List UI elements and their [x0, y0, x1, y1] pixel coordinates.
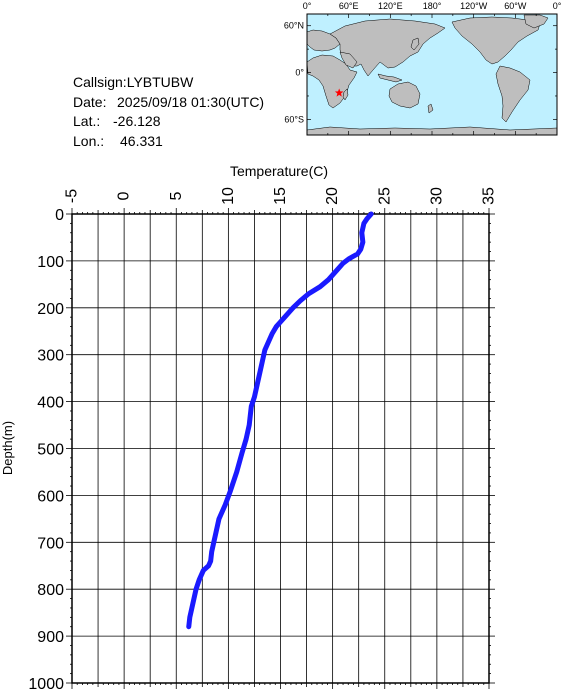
x-tick-label: 15 [272, 187, 289, 205]
x-tick-label: 10 [220, 187, 237, 205]
map-marker [334, 88, 344, 97]
map-lon-label: 120°W [460, 1, 488, 11]
y-tick-label: 400 [37, 395, 64, 412]
y-tick-label: 700 [37, 535, 64, 552]
x-tick-label: 0 [116, 191, 133, 200]
map-lon-label: 0° [303, 1, 312, 11]
map-lon-label: 60°W [504, 1, 527, 11]
map-lon-label: 0° [553, 1, 562, 11]
lat-label: Lat.: [73, 113, 100, 129]
y-tick-label: 900 [37, 629, 64, 646]
land-north-america [451, 16, 541, 65]
y-tick-label: 100 [37, 254, 64, 271]
y-tick-label: 500 [37, 442, 64, 459]
y-tick-label: 600 [37, 488, 64, 505]
x-tick-label: 25 [376, 187, 393, 205]
map-lon-label: 120°E [378, 1, 403, 11]
station-info: Callsign:LYBTUBW Date: 2025/09/18 01:30(… [73, 74, 264, 149]
x-tick-label: 20 [324, 187, 341, 205]
callsign-value: LYBTUBW [127, 74, 194, 90]
map-lat-label: 0° [295, 68, 304, 78]
lat-value: -26.128 [113, 113, 161, 129]
x-tick-label: 35 [481, 187, 498, 205]
date-label: Date: [73, 94, 106, 110]
callsign-text: Callsign:LYBTUBW [73, 74, 194, 90]
land-australia [388, 81, 421, 109]
y-tick-label: 300 [37, 348, 64, 365]
x-tick-labels: -5 0 5 10 15 20 25 30 35 [64, 187, 498, 205]
temperature-profile-line [186, 211, 374, 630]
star-icon [334, 88, 344, 97]
y-tick-label: 200 [37, 301, 64, 318]
y-tick-label: 800 [37, 582, 64, 599]
grid [72, 214, 489, 683]
land-south-america [495, 65, 531, 123]
land-arabia [339, 51, 358, 69]
plot-frame [71, 213, 490, 684]
map-left-labels: 60°N 0° 60°S [284, 21, 305, 125]
y-tick-labels: 0 100 200 300 400 500 600 700 800 900 1000 [28, 207, 64, 690]
series-layer [186, 211, 374, 630]
callsign-label: Callsign: [73, 74, 127, 90]
y-axis-title: Depth(m) [0, 421, 15, 475]
world-map: 0° 60°E 120°E 180° 120°W 60°W 0° 60°N 0° 60°S [284, 1, 562, 136]
x-tick-label: 5 [168, 191, 185, 200]
map-top-labels: 0° 60°E 120°E 180° 120°W 60°W 0° [303, 1, 562, 11]
land-japan [410, 37, 420, 51]
land-indonesia [377, 73, 403, 83]
lon-value: 46.331 [120, 133, 163, 149]
x-tick-label: -5 [64, 189, 81, 203]
y-tick-label: 1000 [28, 676, 64, 690]
map-lon-label: 60°E [339, 1, 359, 11]
y-tick-label: 0 [55, 207, 64, 224]
land-greenland [523, 14, 549, 29]
land-madagascar [342, 88, 349, 101]
x-axis-title: Temperature(C) [230, 163, 328, 179]
date-value: 2025/09/18 01:30(UTC) [117, 94, 264, 110]
land-new-zealand [427, 103, 434, 114]
map-lon-label: 180° [423, 1, 442, 11]
x-tick-label: 30 [428, 187, 445, 205]
map-lat-label: 60°S [284, 114, 304, 124]
profile-chart: -5 0 5 10 15 20 25 30 35 01002003004005006007008… [0, 163, 498, 690]
map-lat-label: 60°N [284, 21, 304, 31]
lon-label: Lon.: [73, 133, 104, 149]
map-ticks [306, 14, 558, 135]
